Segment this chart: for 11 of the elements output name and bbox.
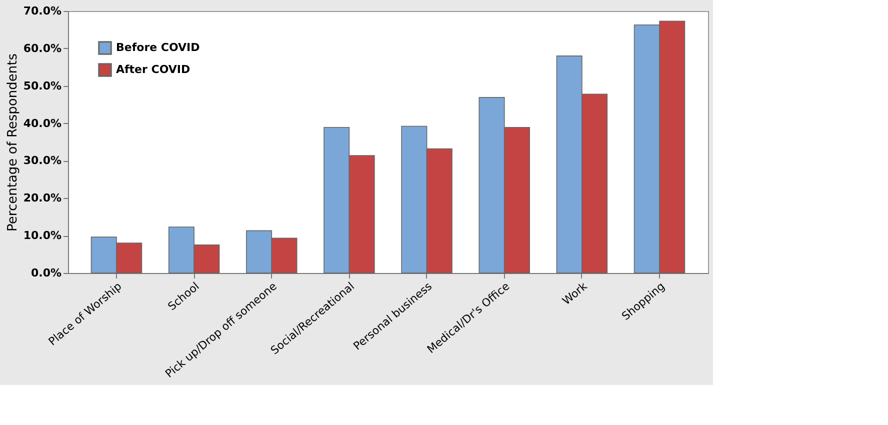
y-tick-label: 40.0% xyxy=(23,116,62,130)
y-tick-label: 30.0% xyxy=(23,154,62,168)
y-axis-title: Percentage of Respondents xyxy=(5,53,20,232)
y-tick-label: 0.0% xyxy=(30,266,62,280)
y-tick-label: 10.0% xyxy=(23,229,62,242)
y-tick-label: 20.0% xyxy=(23,192,62,205)
y-tick-label: 60.0% xyxy=(23,42,62,55)
y-tick-label: 50.0% xyxy=(23,79,62,92)
legend-label: After COVID xyxy=(116,63,190,76)
legend-label: Before COVID xyxy=(116,41,200,54)
y-tick-label: 70.0% xyxy=(23,4,62,18)
